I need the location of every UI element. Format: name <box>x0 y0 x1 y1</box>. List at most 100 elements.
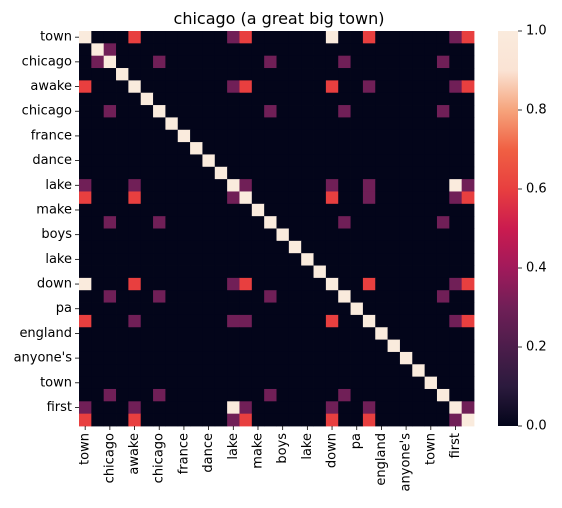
heatmap-cell <box>350 179 364 192</box>
heatmap-cell <box>276 31 290 44</box>
heatmap-cell <box>153 105 166 118</box>
heatmap-cell <box>251 314 265 328</box>
heatmap-cell <box>301 339 314 353</box>
heatmap-cell <box>288 314 302 328</box>
heatmap-cell <box>177 92 191 106</box>
heatmap-cell <box>325 191 339 205</box>
heatmap-cell <box>276 117 290 131</box>
heatmap-cell <box>288 302 302 316</box>
heatmap-cell <box>103 253 117 266</box>
heatmap-cell <box>288 413 302 427</box>
y-tick-label: make <box>36 202 72 217</box>
heatmap-cell <box>202 376 216 390</box>
heatmap-cell <box>461 413 475 427</box>
heatmap-cell <box>140 154 154 168</box>
heatmap-cell <box>449 339 463 353</box>
heatmap-cell <box>116 277 129 291</box>
heatmap-cell <box>387 277 401 291</box>
heatmap-cell <box>91 413 105 427</box>
heatmap-cell <box>387 43 401 57</box>
heatmap-cell <box>362 191 376 205</box>
heatmap-cell <box>202 117 216 131</box>
heatmap-cell <box>399 68 413 81</box>
heatmap-cell <box>449 80 463 94</box>
heatmap-cell <box>251 228 265 242</box>
heatmap-cell <box>128 191 142 205</box>
heatmap-cell <box>325 253 339 266</box>
heatmap-cell <box>227 216 240 229</box>
heatmap-cell <box>412 142 426 155</box>
heatmap-cell <box>325 401 339 415</box>
heatmap-cell <box>202 179 216 192</box>
heatmap-cell <box>177 55 191 69</box>
heatmap-cell <box>424 129 438 143</box>
heatmap-cell <box>128 154 142 168</box>
heatmap-cell <box>436 376 450 390</box>
heatmap-cell <box>288 253 302 266</box>
heatmap-cell <box>190 129 203 143</box>
heatmap-cell <box>375 80 388 94</box>
heatmap-cell <box>165 166 179 180</box>
heatmap-cell <box>387 253 401 266</box>
x-tick-label: first <box>448 433 463 458</box>
y-tick-label: down <box>37 277 72 292</box>
heatmap-cell <box>227 80 240 94</box>
heatmap-cell <box>276 228 290 242</box>
heatmap-cell <box>165 228 179 242</box>
heatmap-cell <box>140 277 154 291</box>
heatmap-cell <box>202 290 216 303</box>
heatmap-cell <box>214 105 228 118</box>
heatmap-cell <box>190 364 203 378</box>
heatmap-cell <box>362 290 376 303</box>
heatmap-cell <box>264 413 277 427</box>
heatmap-cell <box>399 129 413 143</box>
heatmap-cell <box>140 240 154 254</box>
heatmap-cell <box>103 339 117 353</box>
heatmap-cell <box>288 277 302 291</box>
heatmap-cell <box>387 401 401 415</box>
heatmap-cell <box>412 166 426 180</box>
heatmap-cell <box>288 154 302 168</box>
heatmap-cell <box>424 203 438 217</box>
heatmap-cell <box>276 216 290 229</box>
heatmap-cell <box>276 265 290 279</box>
y-tick-label: england <box>19 326 72 341</box>
heatmap-cell <box>436 351 450 365</box>
x-tick-label: chicago <box>102 433 117 483</box>
heatmap-cell <box>288 142 302 155</box>
heatmap-cell <box>264 216 277 229</box>
heatmap-cell <box>461 117 475 131</box>
heatmap-cell <box>264 166 277 180</box>
heatmap-cell <box>251 43 265 57</box>
heatmap-cell <box>202 327 216 340</box>
heatmap-cell <box>239 376 253 390</box>
heatmap-cell <box>338 364 351 378</box>
heatmap-cell <box>375 129 388 143</box>
heatmap-cell <box>140 43 154 57</box>
heatmap-cell <box>412 203 426 217</box>
heatmap-cell <box>449 290 463 303</box>
heatmap-cell <box>362 92 376 106</box>
heatmap-cell <box>276 203 290 217</box>
heatmap-cell <box>103 302 117 316</box>
heatmap-cell <box>202 388 216 402</box>
heatmap-cell <box>79 154 92 168</box>
heatmap-cell <box>214 339 228 353</box>
y-tick-label: chicago <box>22 54 72 69</box>
heatmap-cell <box>190 339 203 353</box>
heatmap-cell <box>79 55 92 69</box>
heatmap-cell <box>239 339 253 353</box>
heatmap-cell <box>251 166 265 180</box>
heatmap-cell <box>350 253 364 266</box>
heatmap-cell <box>350 216 364 229</box>
heatmap-cell <box>412 92 426 106</box>
heatmap-cell <box>276 92 290 106</box>
heatmap-cell <box>288 31 302 44</box>
heatmap-cell <box>387 80 401 94</box>
x-tick-label: boys <box>275 433 290 464</box>
heatmap-cell <box>387 166 401 180</box>
heatmap-cell <box>116 117 129 131</box>
heatmap-cell <box>325 179 339 192</box>
heatmap-cell <box>264 228 277 242</box>
heatmap-cell <box>165 351 179 365</box>
